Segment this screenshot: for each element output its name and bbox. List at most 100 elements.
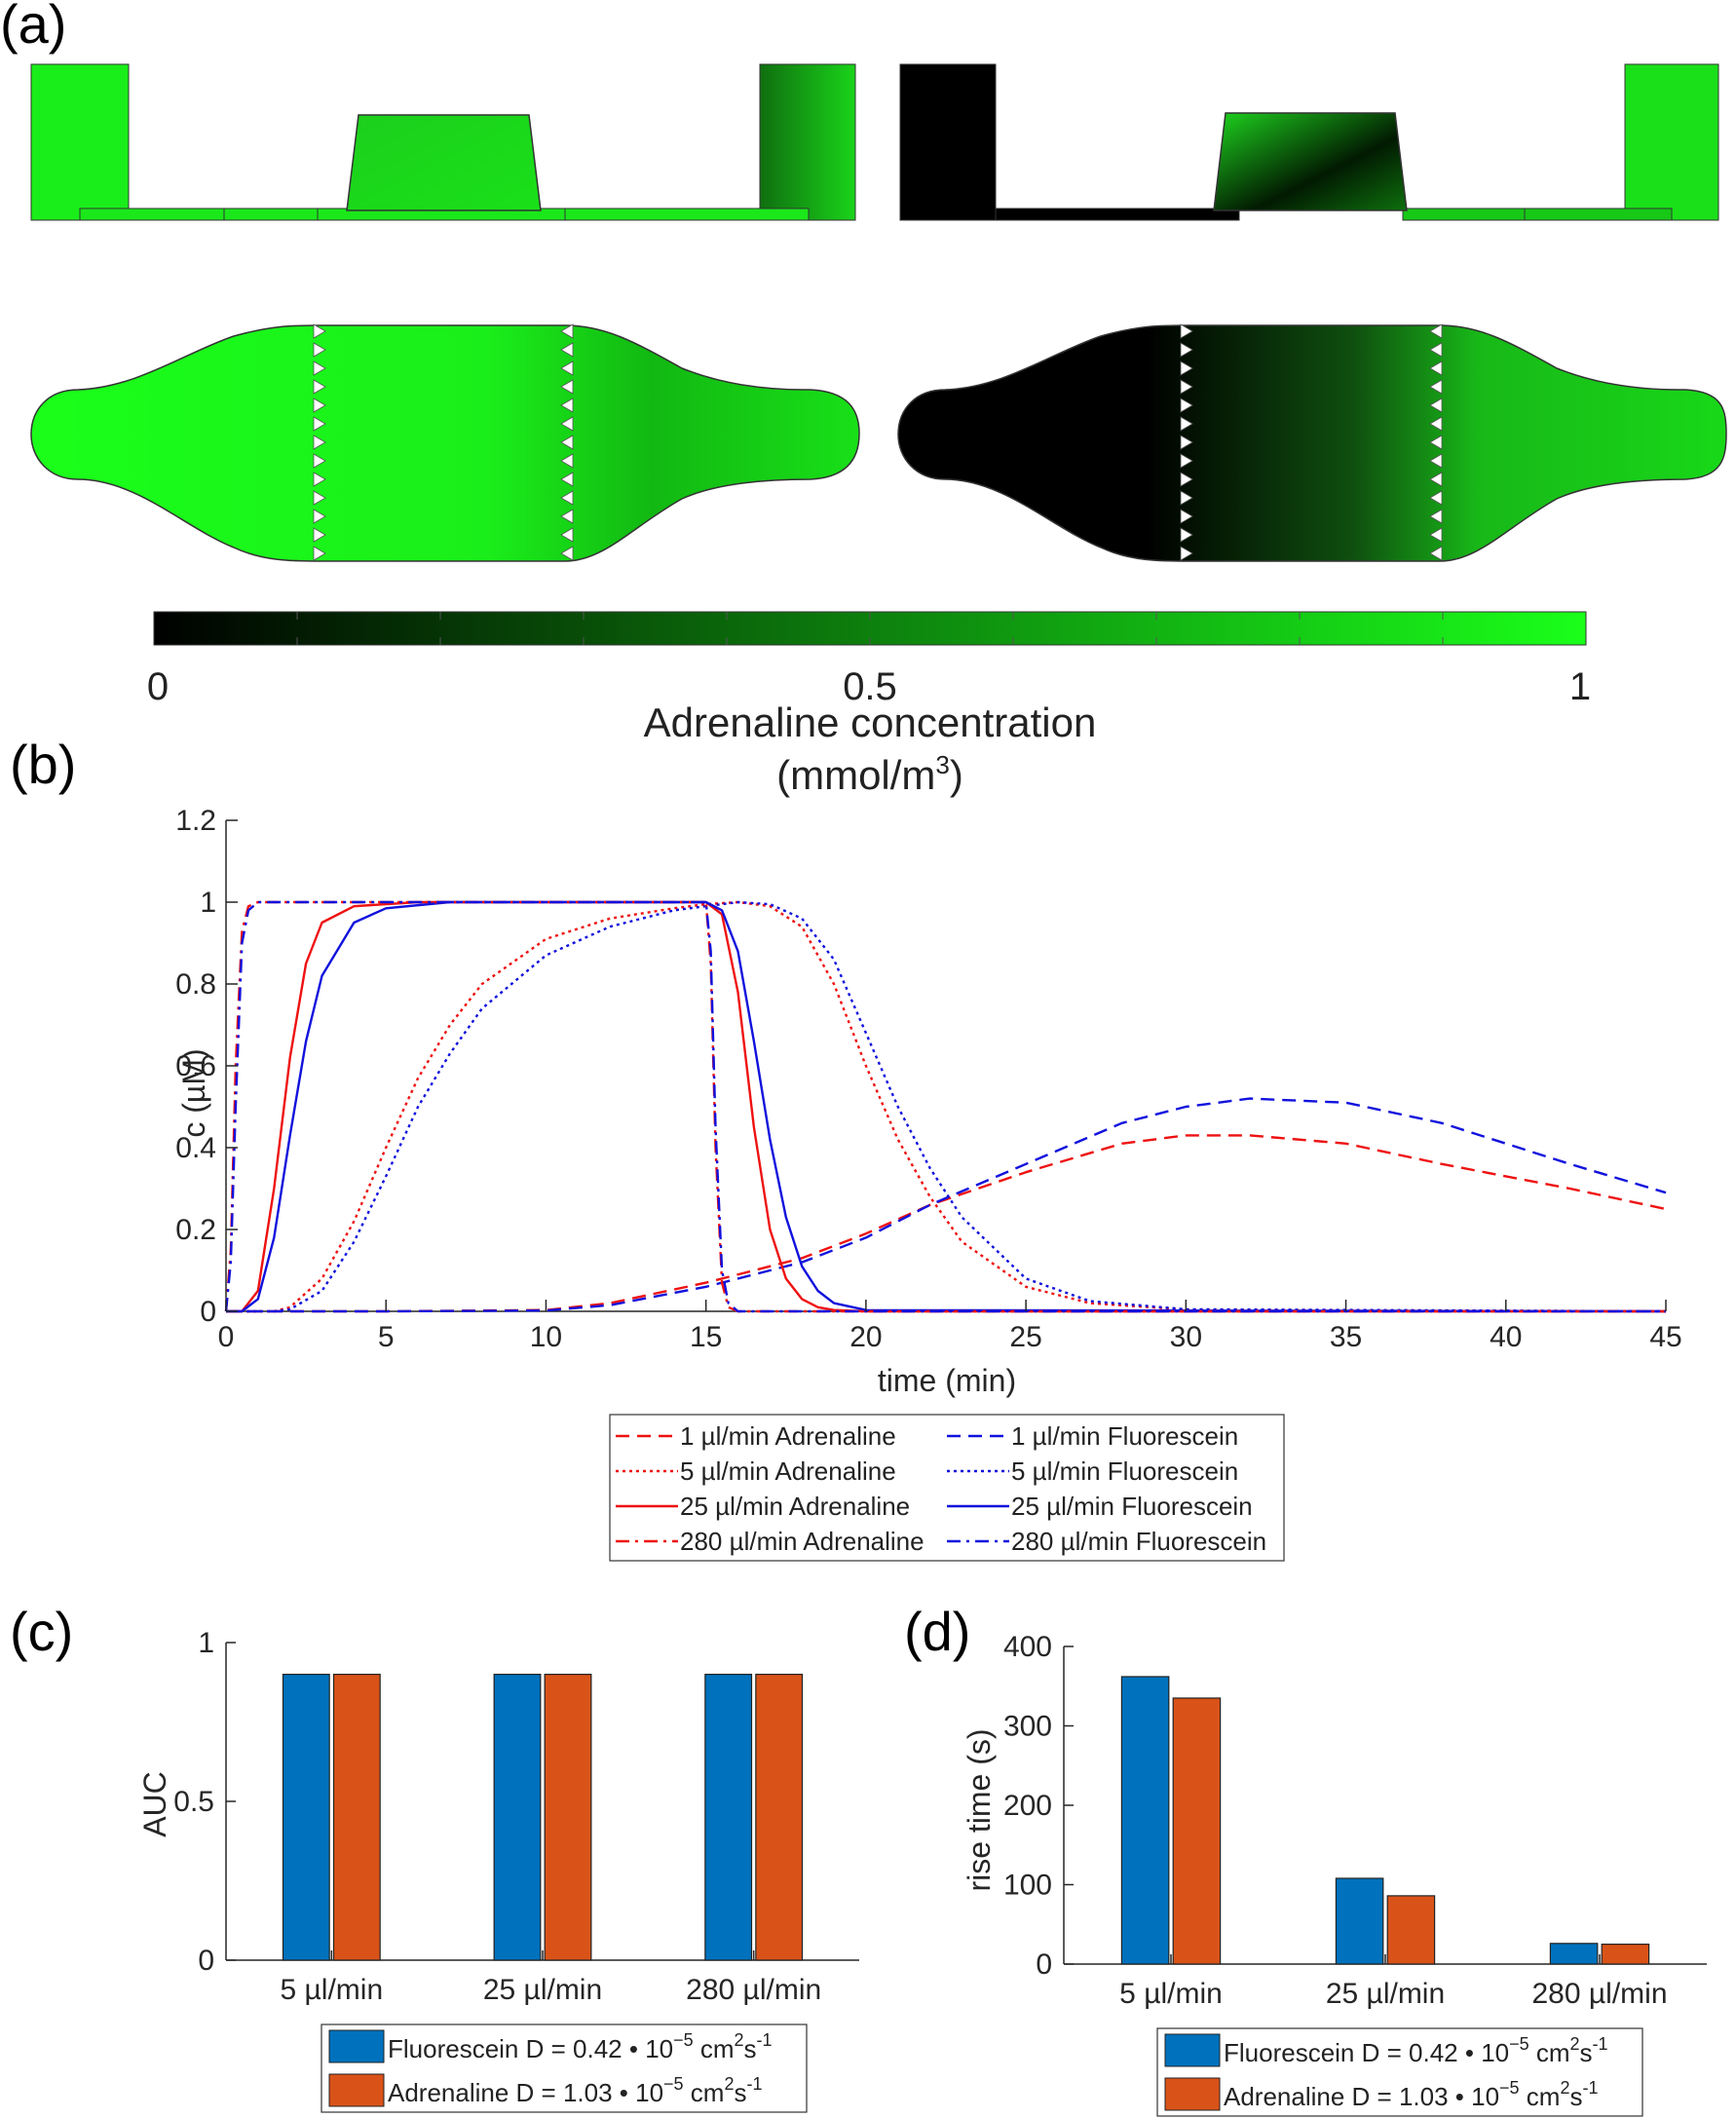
electrode-marker [1429,527,1443,543]
y-tick-label: 1 [198,1627,214,1659]
electrode-markers-right-a [1180,323,1193,561]
electrode-marker [1429,490,1443,506]
legend-label-part: 2 [724,2074,734,2094]
legend-label-part: −5 [673,2030,694,2050]
electrode-markers-right-b [1429,323,1443,561]
bar-0-2 [704,1673,753,1961]
panel-a-label: (a) [0,0,66,55]
bar-0-0 [1120,1676,1170,1965]
legend-label-part: 10 [1481,2038,1509,2067]
legend-label-4: 25 µl/min Adrenaline [680,1492,910,1521]
legend-label-part: s [734,2078,746,2107]
line-chart-ylabel: c (µM) [176,1048,211,1137]
electrode-marker [560,490,574,506]
y-tick-label: 0.6 [175,1050,216,1082]
legend-label-0: 1 µl/min Adrenaline [680,1421,896,1451]
series-line-6 [224,900,1666,1313]
legend-label-part: Adrenaline D = 1.03 [1224,2082,1455,2111]
legend-label-0: Fluorescein D = 0.42 • 10−5 cm2s-1 [388,2030,773,2063]
top-view-right [897,323,1727,562]
x-tick-label: 15 [690,1321,722,1353]
electrode-marker [560,360,574,376]
legend-label-part: s [744,2034,757,2063]
y-tick-label: 0.8 [175,968,216,1001]
legend-label-part: -1 [757,2030,773,2050]
electrode-marker [560,546,574,561]
electrode-marker [313,453,326,469]
colorbar-tick-1: 0.5 [843,665,897,708]
electrode-marker [1429,379,1443,395]
x-tick-label: 25 [1009,1321,1041,1353]
x-tick-label: 45 [1649,1321,1681,1353]
bar-chart-c-legend: Fluorescein D = 0.42 • 10−5 cm2s-1 Adrena… [321,2023,808,2113]
bar-1-1 [1386,1895,1436,1965]
y-tick-label: 200 [1003,1790,1052,1822]
electrode-marker [1429,416,1443,432]
panel-d-label: (d) [904,1601,970,1662]
bar-chart-d-ylabel: rise time (s) [962,1728,997,1891]
legend-label-part: cm [694,2034,735,2063]
bar-0-0 [282,1673,330,1961]
legend-label-part: −5 [1509,2034,1529,2054]
legend-label-part: 10 [645,2034,673,2063]
bar-1-2 [1601,1944,1650,1965]
colorbar-unit-sup: 3 [935,750,949,779]
legend-label-1: Adrenaline D = 1.03 • 10−5 cm2s-1 [1224,2078,1598,2111]
legend-label-part: Adrenaline D = 1.03 [388,2078,620,2107]
electrode-marker [1429,472,1443,487]
electrode-marker [560,342,574,358]
bar-1-0 [1172,1697,1222,1965]
series-line-0 [226,1134,1667,1313]
legend-label-3: 5 µl/min Fluorescein [1011,1456,1238,1486]
bar-chart-d-ticks: 0 100 200 300 400 5 µl/min 25 µl/min 280 µl/min [1003,1631,1668,2010]
x-tick-label: 280 µl/min [1531,1978,1667,2010]
electrode-marker [1180,416,1193,432]
electrode-marker [313,546,326,561]
legend-label-part: −5 [663,2074,684,2094]
x-tick-label: 5 [378,1321,395,1353]
legend-label-part: s [1580,2038,1593,2067]
x-tick-label: 25 µl/min [483,1974,602,2006]
bar-chart-c-ylabel: AUC [137,1771,172,1837]
legend-label-1: 1 µl/min Fluorescein [1011,1421,1238,1451]
bar-chart-d-bars [1120,1676,1650,1965]
y-tick-label: 0.4 [175,1132,216,1164]
bar-1-0 [332,1673,381,1961]
panel-c-label: (c) [10,1601,73,1662]
electrode-marker [313,472,326,487]
electrode-marker [313,416,326,432]
electrode-marker [1180,546,1193,561]
electrode-marker [313,397,326,413]
electrode-marker [560,509,574,524]
electrode-marker [1429,453,1443,469]
bar-chart-c: 0 0.5 1 5 µl/min 25 µl/min 280 µl/min AUC Flu… [137,1627,859,2113]
electrode-markers-left-a [313,323,326,561]
electrode-markers-left-b [560,323,574,561]
electrode-marker [313,379,326,395]
electrode-marker [560,472,574,487]
y-tick-label: 300 [1003,1711,1052,1743]
bar-1-2 [755,1673,804,1961]
electrode-marker [560,435,574,450]
legend-label-part: −5 [1499,2078,1520,2098]
legend-label-part: -1 [746,2074,762,2094]
legend-label-part: • [620,2078,635,2107]
top-view-left [30,323,860,562]
y-tick-label: 0 [1036,1948,1052,1981]
electrode-marker [560,527,574,543]
y-tick-label: 0 [200,1296,216,1328]
colorbar-unit: (mmol/m3) [776,750,963,798]
electrode-marker [1180,472,1193,487]
legend-label-part: -1 [1582,2078,1598,2098]
electrode-marker [313,527,326,543]
legend-label-part: 2 [1560,2078,1569,2098]
side-view-right [899,63,1719,221]
legend-box [609,1414,1285,1562]
electrode-marker [1180,509,1193,524]
electrode-marker [1429,509,1443,524]
legend-label-part: • [1465,2038,1481,2067]
legend-swatch-0 [1164,2033,1221,2067]
legend-label-part: -1 [1593,2034,1608,2054]
electrode-marker [1429,342,1443,358]
